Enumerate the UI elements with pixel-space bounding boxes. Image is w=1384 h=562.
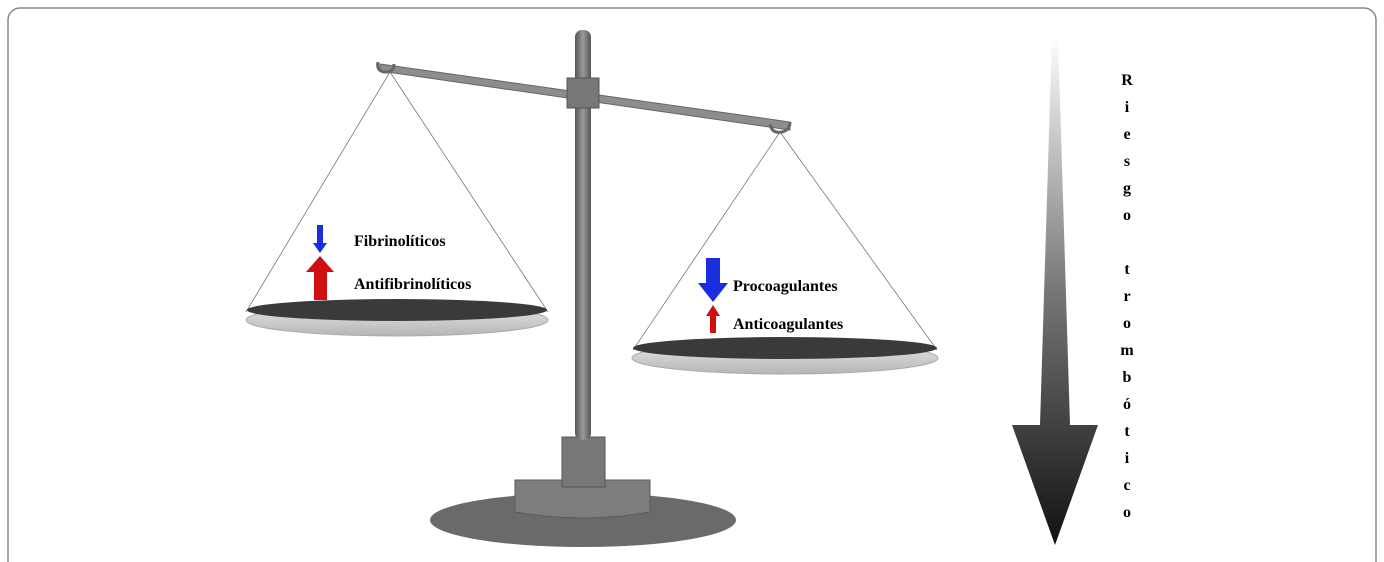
diagram: Fibrinolíticos Antifibrinolíticos Procoa…: [0, 0, 1384, 562]
right-pan-top: [633, 337, 937, 359]
label: Antifibrinolíticos: [354, 276, 471, 293]
label: Procoagulantes: [733, 278, 838, 295]
label: Anticoagulantes: [733, 316, 843, 333]
left-pan-top: [247, 299, 547, 321]
base-block: [562, 437, 605, 487]
frame: [8, 8, 1376, 562]
label: Fibrinolíticos: [354, 233, 446, 250]
pivot: [567, 78, 599, 108]
risk-label: Riesgo trombótico: [1119, 72, 1136, 531]
